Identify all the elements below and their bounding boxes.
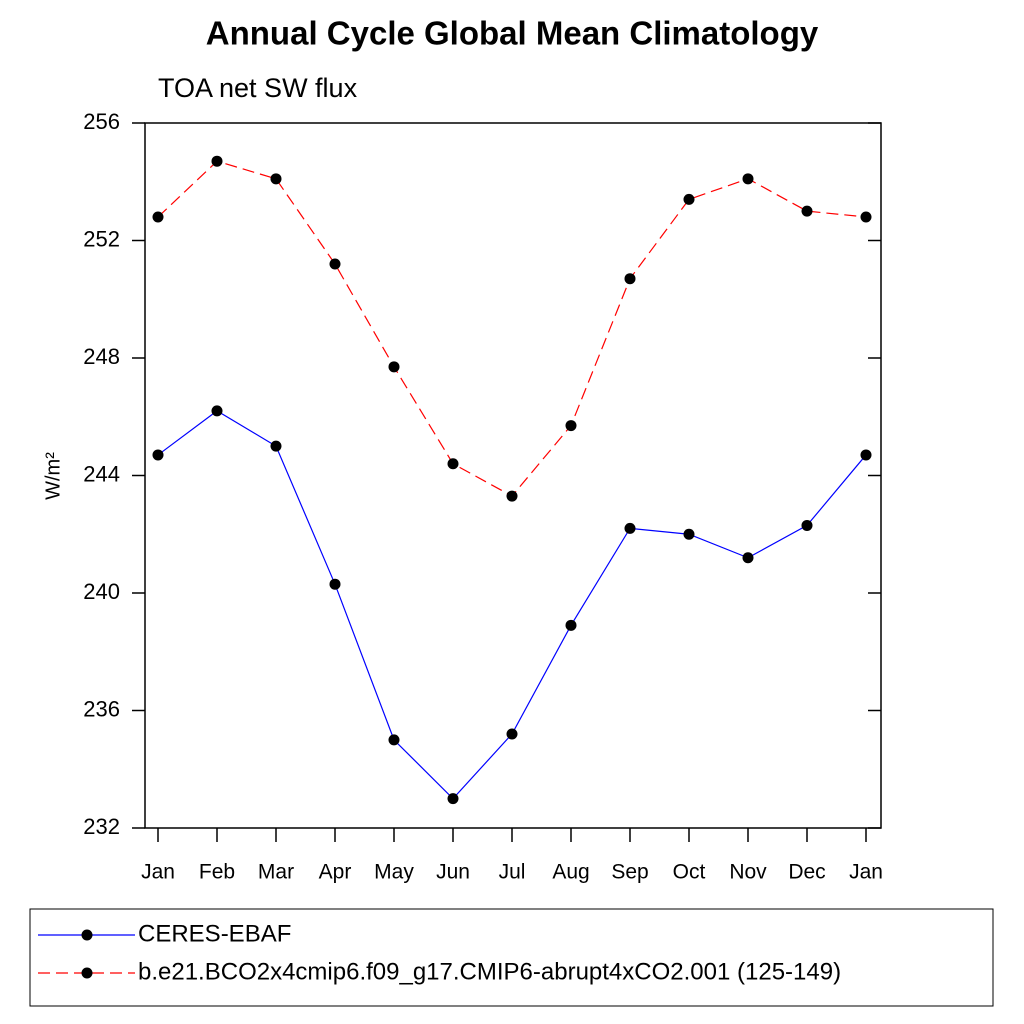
data-point [801,519,813,531]
y-tick-label: 240 [83,579,120,604]
x-tick-label: Dec [788,861,825,884]
data-point [270,173,282,185]
chart-title: Annual Cycle Global Mean Climatology [206,15,819,52]
y-tick-label: 252 [83,226,120,251]
x-tick-label: Feb [199,861,235,884]
data-point [329,258,341,270]
series-line [157,160,867,497]
y-tick-label: 232 [83,814,120,839]
data-point [211,405,223,417]
data-point [506,490,518,502]
legend-label: b.e21.BCO2x4cmip6.f09_g17.CMIP6-abrupt4x… [138,958,841,985]
data-point [152,211,164,223]
data-point [152,449,164,461]
x-tick-label: Mar [258,861,294,884]
legend-label: CERES-EBAF [138,920,291,947]
legend-marker [81,929,93,941]
data-point [860,449,872,461]
data-point [801,205,813,217]
data-point [211,155,223,167]
data-point [447,793,459,805]
plot-frame [144,122,882,829]
x-tick-label: Nov [729,861,767,884]
legend-box [29,908,994,1007]
data-point [388,361,400,373]
x-tick-label: Jan [141,861,175,884]
data-point [565,619,577,631]
x-tick-label: Jul [499,861,526,884]
data-point [683,193,695,205]
x-tick-label: Apr [319,861,352,884]
x-tick-label: Oct [673,861,706,884]
x-tick-label: Jun [436,861,470,884]
data-point [683,528,695,540]
y-tick-label: 236 [83,696,120,721]
x-tick-label: May [374,861,414,884]
chart-subtitle: TOA net SW flux [158,73,358,103]
data-point [270,440,282,452]
series-line [157,410,867,800]
x-tick-label: Sep [611,861,648,884]
data-point [742,173,754,185]
data-point [329,578,341,590]
y-tick-label: 244 [83,461,120,486]
x-tick-label: Aug [552,861,589,884]
y-tick-label: 256 [83,109,120,134]
y-tick-label: 248 [83,344,120,369]
x-tick-label: Jan [849,861,883,884]
legend-marker [81,967,93,979]
data-point [742,552,754,564]
data-point [565,420,577,432]
y-axis-label: W/m² [42,452,64,500]
data-point [447,458,459,470]
data-point [388,734,400,746]
data-point [860,211,872,223]
data-point [624,273,636,285]
data-point [624,522,636,534]
data-point [506,728,518,740]
